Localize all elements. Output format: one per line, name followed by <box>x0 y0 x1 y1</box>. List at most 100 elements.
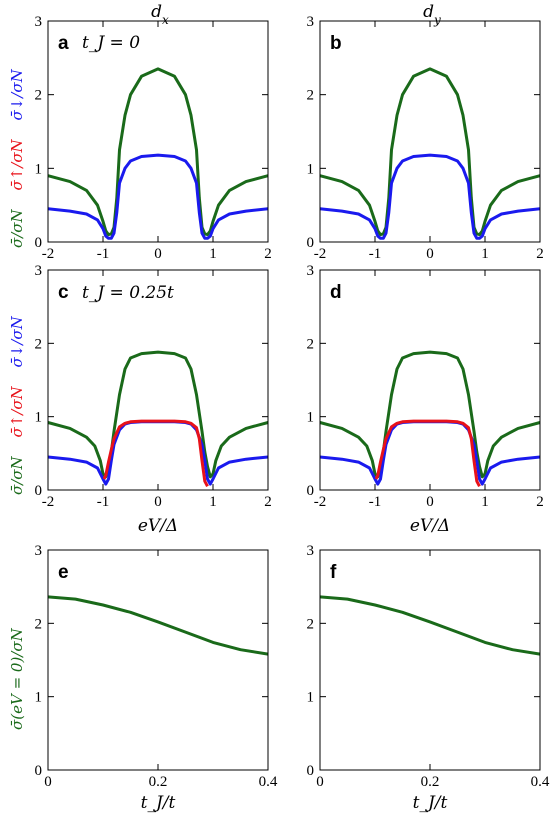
x-tick-label: 0 <box>154 494 162 510</box>
y-label-total: σ̄/σN <box>8 455 26 495</box>
y-tick-label: 3 <box>307 14 315 30</box>
svg-text:σ̄/σN σ̄↑/σN σ̄↓/σ: σ̄/σN σ̄↑/σN σ̄↓/σN <box>8 68 26 248</box>
x-tick-label: 0 <box>154 246 162 262</box>
series-line-c-1 <box>47 420 269 486</box>
panel-a: -2 -1 0 1 2 0 1 2 3a <box>35 14 272 262</box>
y-tick-label: 1 <box>307 161 315 177</box>
y-tick-label: 1 <box>307 410 315 426</box>
panel-b: -2 -1 0 1 2 0 1 2 3b <box>307 14 544 262</box>
series-line-f-0 <box>319 595 541 656</box>
x-tick-label: 2 <box>536 246 544 262</box>
x-tick-label: -2 <box>42 246 55 262</box>
series-line-c-0 <box>47 350 269 479</box>
series-line-c-2 <box>102 419 209 488</box>
x-tick-label: 0.4 <box>259 774 278 790</box>
x-tick-label: 1 <box>481 246 489 262</box>
panel-label-e: e <box>58 562 69 583</box>
plot-frame <box>47 549 269 771</box>
x-tick-label: 1 <box>209 246 217 262</box>
series-line-b-1 <box>319 153 541 240</box>
series-line-e-0 <box>47 595 269 656</box>
y-tick-label: 1 <box>35 690 43 706</box>
series-line-a-0 <box>47 67 269 237</box>
panel-label-a: a <box>58 33 69 54</box>
panel-label-f: f <box>330 562 337 583</box>
x-tick-label: 0 <box>426 246 434 262</box>
y-tick-label: 3 <box>35 14 43 30</box>
panel-e: 0 0.2 0.4 0 1 2 3e <box>35 543 278 790</box>
series-line-d-0 <box>319 350 541 479</box>
x-tick-label: 2 <box>536 494 544 510</box>
series-line-b-0 <box>319 67 541 237</box>
y-tick-label: 2 <box>35 88 43 104</box>
y-tick-label: 0 <box>307 763 315 779</box>
x-tick-label: 0.4 <box>531 774 550 790</box>
annotation-row1: t_J = 0 <box>82 33 140 53</box>
y-tick-label: 0 <box>35 235 43 251</box>
svg-text:σ̄/σN σ̄↑/σN σ̄↓/σ: σ̄/σN σ̄↑/σN σ̄↓/σN <box>8 315 26 495</box>
x-tick-label: -2 <box>42 494 55 510</box>
panel-c: -2 -1 0 1 2 0 1 2 3c <box>35 263 272 510</box>
y-label-down: σ̄↓/σN <box>8 315 26 367</box>
x-tick-label: 1 <box>209 494 217 510</box>
x-axis-label-f: t_J/t <box>413 793 448 813</box>
x-tick-label: -1 <box>97 494 110 510</box>
y-tick-label: 0 <box>307 483 315 499</box>
panel-d: -2 -1 0 1 2 0 1 2 3d <box>307 263 544 510</box>
y-tick-label: 1 <box>307 690 315 706</box>
y-label-total: σ̄/σN <box>8 208 26 248</box>
x-tick-label: 0 <box>316 774 324 790</box>
x-axis-label-e: t_J/t <box>141 793 176 813</box>
plot-frame <box>47 269 269 491</box>
y-label-down: σ̄↓/σN <box>8 68 26 120</box>
annotation-row2: t_J = 0.25t <box>82 283 174 303</box>
y-tick-label: 3 <box>35 543 43 559</box>
x-tick-label: 1 <box>481 494 489 510</box>
x-tick-label: -2 <box>314 246 327 262</box>
x-tick-label: -1 <box>369 494 382 510</box>
series-line-d-2 <box>374 419 481 488</box>
y-tick-label: 1 <box>35 410 43 426</box>
panel-label-d: d <box>330 282 342 303</box>
series-line-a-1 <box>47 153 269 240</box>
x-tick-label: -1 <box>369 246 382 262</box>
x-tick-label: 0.2 <box>149 774 168 790</box>
x-tick-label: 0.2 <box>421 774 440 790</box>
x-tick-label: -1 <box>97 246 110 262</box>
x-tick-label: 0 <box>426 494 434 510</box>
panel-label-c: c <box>58 282 69 303</box>
y-tick-label: 3 <box>307 543 315 559</box>
y-tick-label: 0 <box>35 483 43 499</box>
y-label-up: σ̄↑/σN <box>8 138 26 190</box>
x-tick-label: -2 <box>314 494 327 510</box>
y-label-up: σ̄↑/σN <box>8 385 26 437</box>
y-tick-label: 0 <box>35 763 43 779</box>
y-tick-label: 3 <box>35 263 43 279</box>
y-axis-label-row3: σ̄(eV = 0)/σN <box>8 627 26 730</box>
column-title-dy: dy <box>423 2 441 27</box>
x-tick-label: 0 <box>44 774 52 790</box>
series-line-d-1 <box>319 420 541 486</box>
column-title-dx: dx <box>151 2 169 27</box>
y-tick-label: 2 <box>307 616 315 632</box>
y-tick-label: 0 <box>307 235 315 251</box>
plot-frame <box>319 269 541 491</box>
x-axis-label-c: eV/Δ <box>138 516 178 536</box>
y-label-zero-bias: σ̄(eV = 0)/σN <box>8 627 26 730</box>
y-tick-label: 2 <box>307 88 315 104</box>
panel-f: 0 0.2 0.4 0 1 2 3f <box>307 543 550 790</box>
x-axis-label-d: eV/Δ <box>410 516 450 536</box>
plot-frame <box>319 20 541 243</box>
panel-label-b: b <box>330 33 342 54</box>
y-tick-label: 1 <box>35 161 43 177</box>
plot-frame <box>47 20 269 243</box>
y-tick-label: 2 <box>35 616 43 632</box>
x-tick-label: 2 <box>264 494 272 510</box>
y-tick-label: 2 <box>35 336 43 352</box>
y-axis-label-row2: σ̄/σN σ̄↑/σN σ̄↓/σN <box>8 315 26 495</box>
y-axis-label-row1: σ̄/σN σ̄↑/σN σ̄↓/σN <box>8 68 26 248</box>
x-tick-label: 2 <box>264 246 272 262</box>
y-tick-label: 2 <box>307 336 315 352</box>
